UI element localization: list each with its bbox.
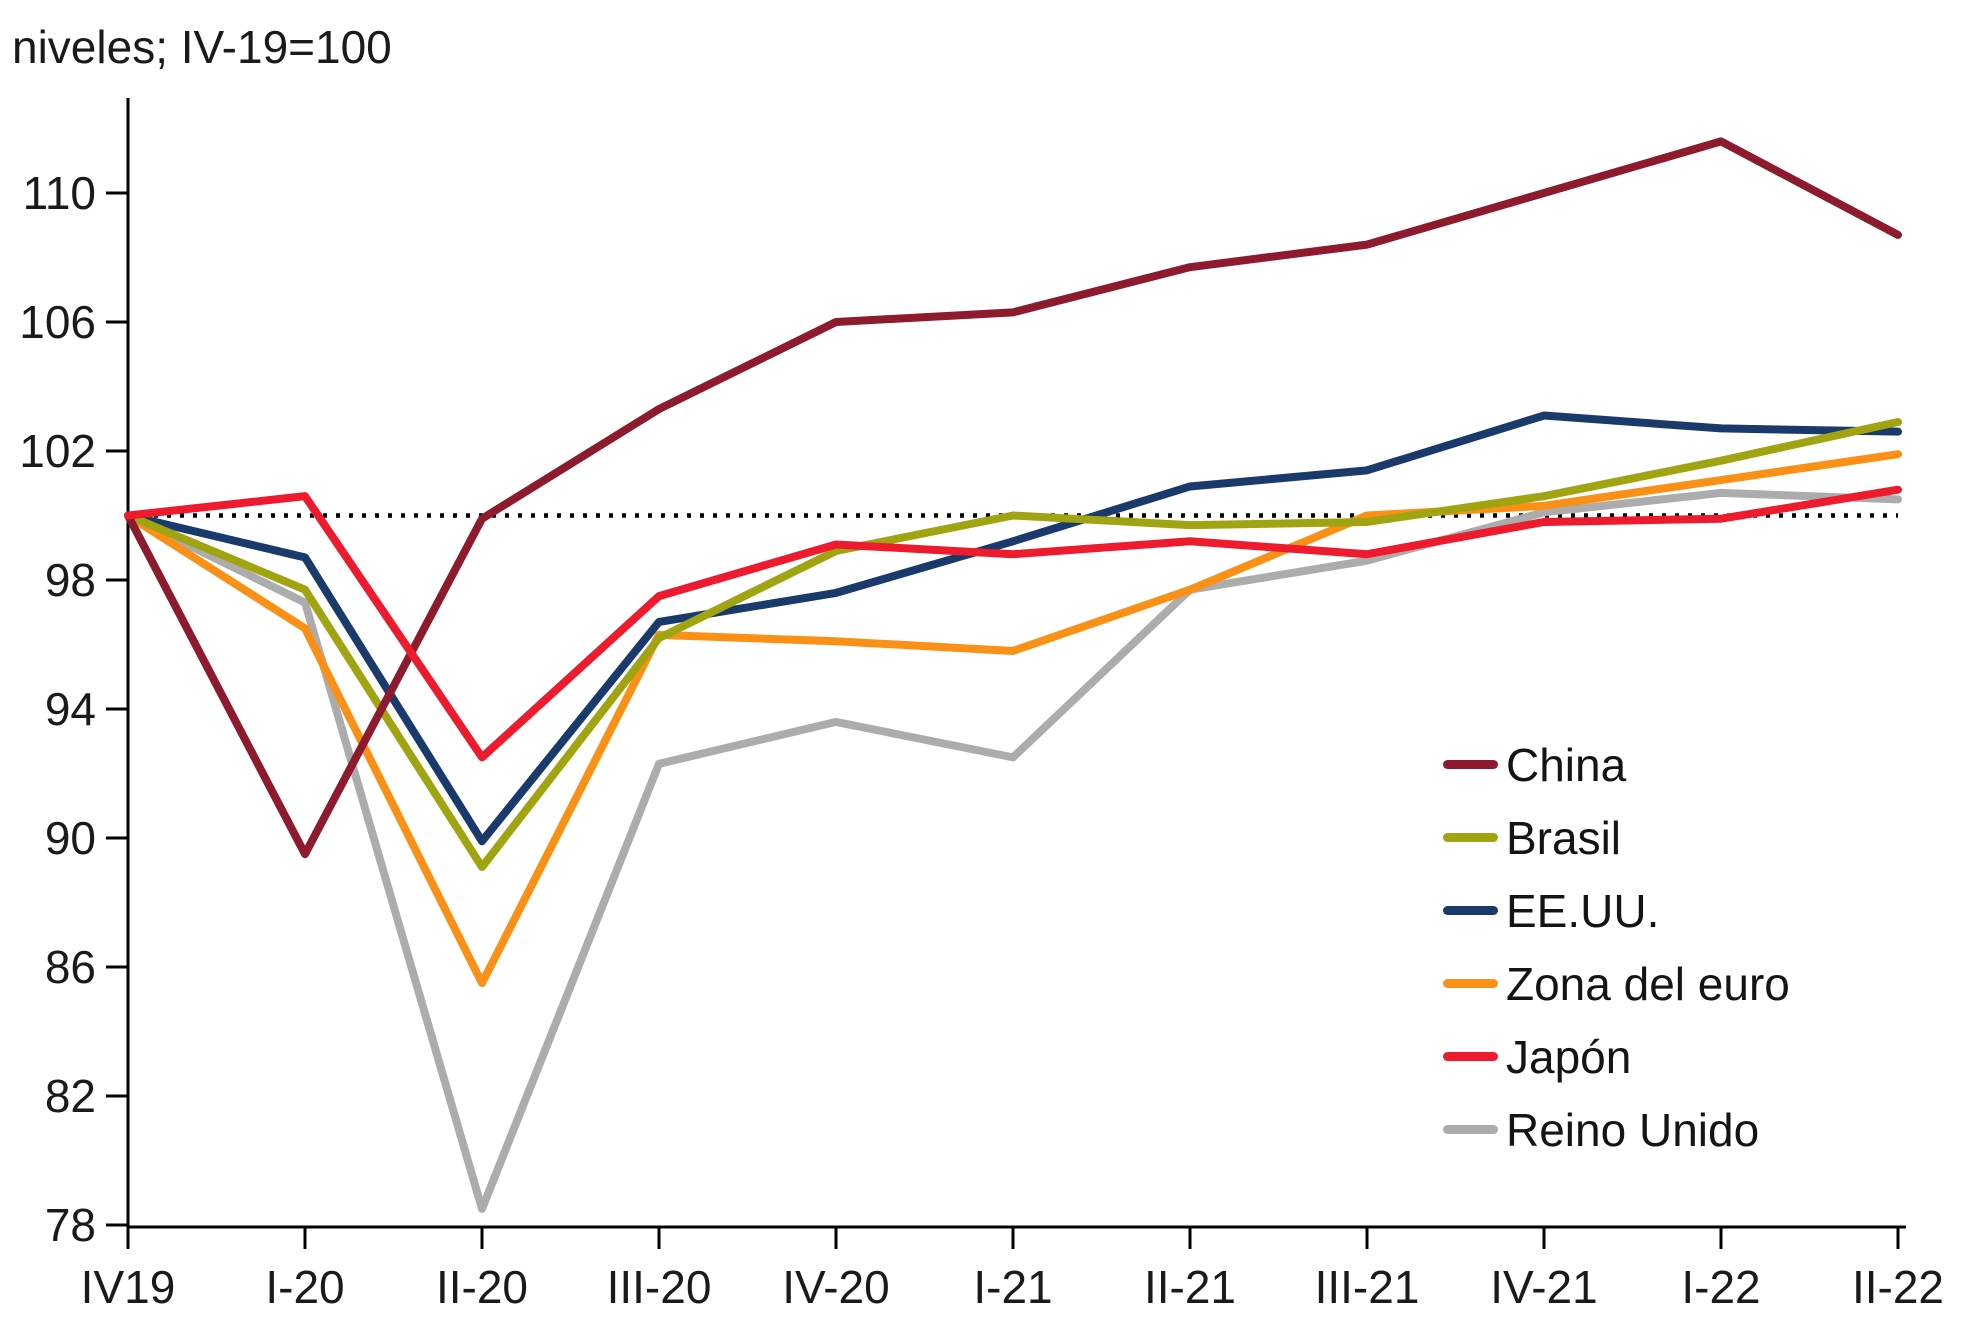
legend-swatch-icon — [1443, 1125, 1498, 1134]
y-axis-tick-label: 98 — [45, 554, 96, 606]
legend-item-ee-uu-: EE.UU. — [1443, 874, 1790, 947]
x-axis-tick-label: II-21 — [1144, 1261, 1236, 1313]
x-axis-tick-label: I-20 — [265, 1261, 344, 1313]
x-axis-tick-label: IV-21 — [1490, 1261, 1597, 1313]
legend-item-china: China — [1443, 728, 1790, 801]
legend-label: China — [1506, 738, 1627, 791]
legend-item-jap-n: Japón — [1443, 1020, 1790, 1093]
x-axis-tick-label: II-22 — [1852, 1261, 1944, 1313]
series-line-china — [124, 137, 1902, 859]
y-axis-tick-label: 78 — [45, 1199, 96, 1251]
legend-label: EE.UU. — [1506, 884, 1660, 937]
legend-swatch-icon — [1443, 760, 1498, 769]
series-line-jap-n — [124, 485, 1902, 762]
x-axis-tick-label: IV19 — [81, 1261, 176, 1313]
legend-label: Zona del euro — [1506, 957, 1790, 1010]
legend-item-reino-unido: Reino Unido — [1443, 1093, 1790, 1166]
legend: China Brasil EE.UU. Zona del euro Japón Reino… — [1443, 728, 1790, 1166]
legend-label: Reino Unido — [1506, 1103, 1760, 1156]
y-axis-tick-label: 102 — [19, 425, 96, 477]
chart-title: niveles; IV-19=100 — [12, 21, 392, 73]
legend-label: Japón — [1506, 1030, 1632, 1083]
series-line-reino-unido — [124, 488, 1902, 1213]
x-axis-tick-label: IV-20 — [782, 1261, 889, 1313]
legend-swatch-icon — [1443, 979, 1498, 988]
legend-swatch-icon — [1443, 833, 1498, 842]
y-axis-tick-label: 106 — [19, 296, 96, 348]
legend-swatch-icon — [1443, 906, 1498, 915]
legend-label: Brasil — [1506, 811, 1622, 864]
x-axis-tick-label: III-21 — [1315, 1261, 1420, 1313]
y-axis-tick-label: 82 — [45, 1070, 96, 1122]
x-axis-tick-label: II-20 — [436, 1261, 528, 1313]
x-axis-tick-label: III-20 — [607, 1261, 712, 1313]
legend-swatch-icon — [1443, 1052, 1498, 1061]
y-axis-tick-label: 110 — [23, 167, 96, 219]
series-line-brasil — [124, 417, 1902, 872]
series-line-zona-del-euro — [124, 450, 1902, 988]
y-axis-tick-label: 86 — [45, 941, 96, 993]
legend-item-zona-del-euro: Zona del euro — [1443, 947, 1790, 1020]
x-axis-tick-label: I-21 — [973, 1261, 1052, 1313]
x-axis-tick-label: I-22 — [1681, 1261, 1760, 1313]
legend-item-brasil: Brasil — [1443, 801, 1790, 874]
y-axis-tick-label: 90 — [45, 812, 96, 864]
y-axis-tick-label: 94 — [45, 683, 96, 735]
series-line-ee-uu- — [124, 411, 1902, 846]
